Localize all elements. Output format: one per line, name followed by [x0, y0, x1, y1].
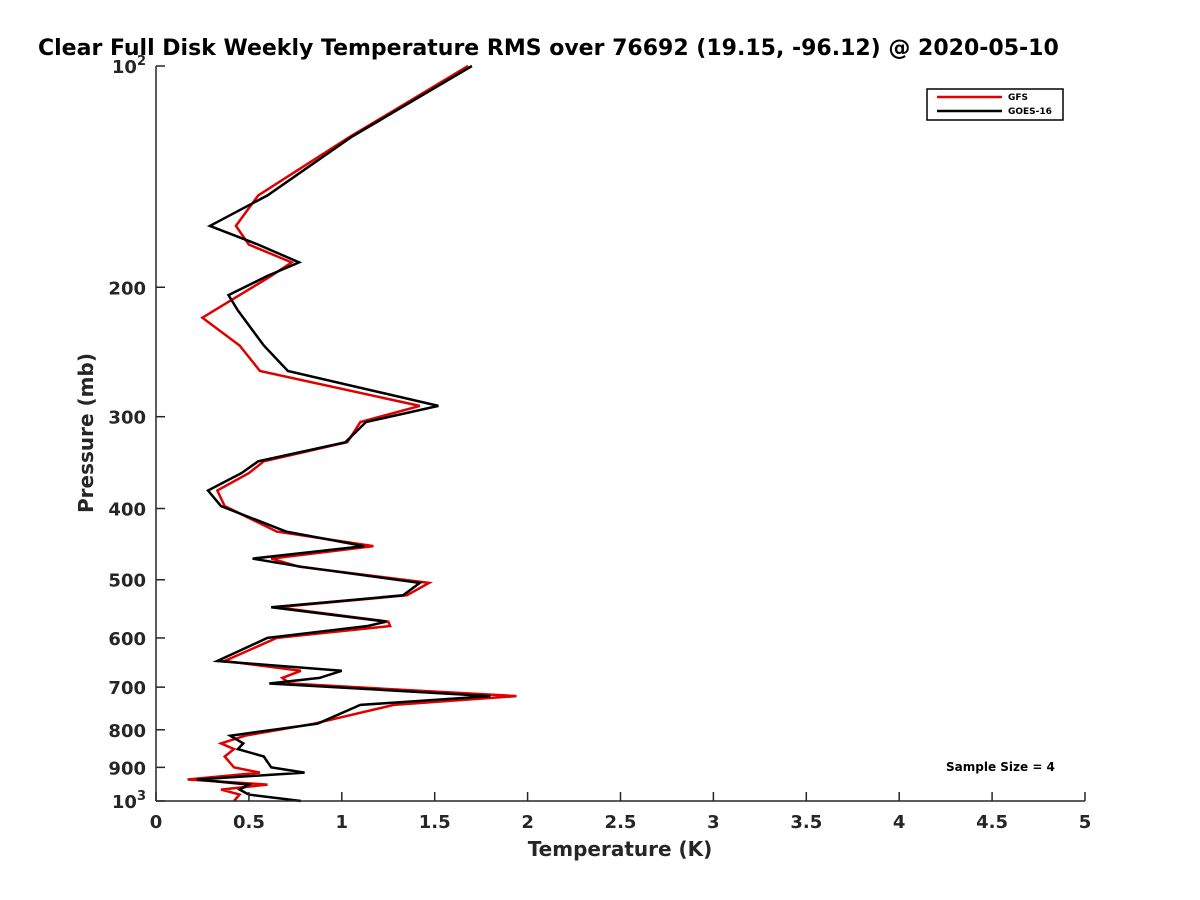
- legend-label-gfs: GFS: [1008, 93, 1028, 103]
- y-tick-label: 800: [108, 721, 146, 742]
- y-tick-label: 500: [108, 571, 146, 592]
- y-tick-label: 103: [112, 789, 146, 813]
- y-tick-label: 400: [108, 500, 146, 521]
- x-tick-label: 2: [521, 812, 534, 833]
- y-tick-label: 102: [112, 54, 146, 78]
- x-tick-label: 0.5: [233, 812, 265, 833]
- x-tick-label: 1.5: [419, 812, 451, 833]
- x-ticks: 0 0.5 1 1.5 2 2.5 3 3.5 4 4.5 5: [150, 792, 1092, 833]
- x-tick-label: 3: [707, 812, 720, 833]
- y-tick-label: 300: [108, 408, 146, 429]
- sample-size-annotation: Sample Size = 4: [946, 760, 1055, 774]
- series-line-gfs: [187, 64, 517, 802]
- y-tick-label: 700: [108, 678, 146, 699]
- y-ticks: 102 200 300 400 500 600 700 800 900 103: [108, 54, 165, 813]
- y-tick-label: 600: [108, 629, 146, 650]
- plot-lines: [187, 64, 517, 803]
- x-tick-label: 4: [893, 812, 906, 833]
- legend: GFS GOES-16: [926, 88, 1064, 121]
- x-tick-label: 1: [336, 812, 349, 833]
- legend-label-goes-16: GOES-16: [1008, 107, 1052, 117]
- x-tick-label: 5: [1079, 812, 1092, 833]
- chart-title: Clear Full Disk Weekly Temperature RMS o…: [38, 36, 1059, 61]
- x-tick-label: 0: [150, 812, 163, 833]
- y-axis-label: Pressure (mb): [74, 353, 98, 513]
- x-tick-label: 4.5: [976, 812, 1008, 833]
- series-line-goes-16: [196, 64, 491, 803]
- legend-box: [926, 88, 1064, 121]
- x-tick-label: 2.5: [605, 812, 637, 833]
- y-tick-label: 900: [108, 758, 146, 779]
- y-tick-label: 200: [108, 278, 146, 299]
- x-axis-label: Temperature (K): [528, 837, 713, 861]
- x-tick-label: 3.5: [790, 812, 822, 833]
